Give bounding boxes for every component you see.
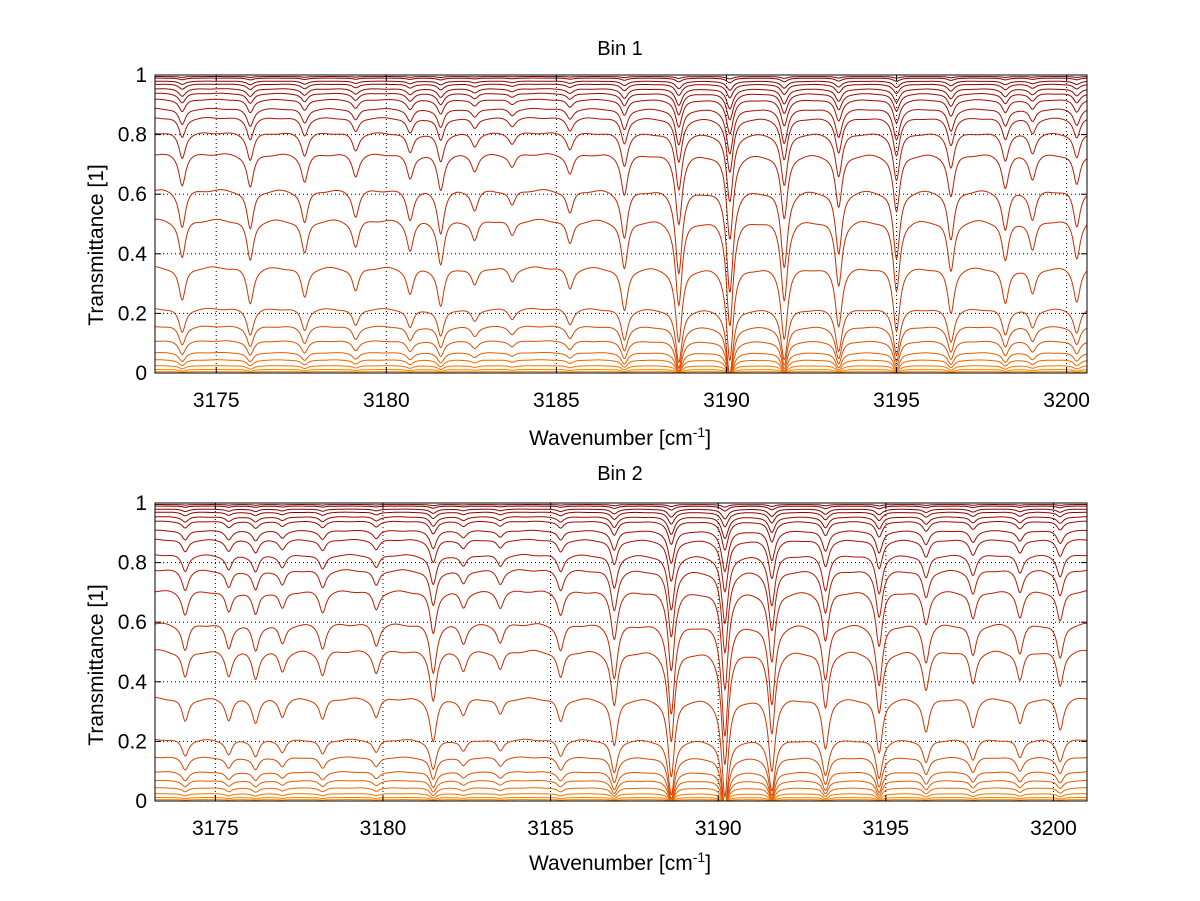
transmittance-curves xyxy=(154,504,1088,802)
transmittance-series-line xyxy=(154,538,1087,593)
transmittance-series-line xyxy=(155,359,1088,374)
x-tick-label: 3200 xyxy=(1043,389,1090,412)
x-tick-label: 3180 xyxy=(363,389,410,412)
transmittance-series-line xyxy=(154,132,1088,202)
transmittance-series-line xyxy=(154,756,1088,802)
transmittance-series-line xyxy=(154,92,1088,121)
transmittance-series-line xyxy=(155,505,1087,512)
y-axis-label: Transmittance [1] xyxy=(85,164,108,325)
transmittance-series-line xyxy=(155,520,1087,551)
transmittance-series-line xyxy=(155,779,1087,802)
chart-title: Bin 1 xyxy=(597,38,643,60)
transmittance-series-line xyxy=(154,649,1088,765)
transmittance-series-line xyxy=(154,738,1087,802)
transmittance-series-line xyxy=(155,340,1088,374)
transmittance-series-line xyxy=(155,516,1088,540)
x-tick-label: 3175 xyxy=(192,817,239,840)
y-tick-label: 0.4 xyxy=(118,671,148,694)
x-tick-label: 3180 xyxy=(360,817,407,840)
transmittance-series-line xyxy=(154,325,1088,374)
y-tick-label: 0.2 xyxy=(118,730,147,753)
transmittance-series-line xyxy=(155,371,1087,374)
transmittance-series-line xyxy=(155,107,1088,154)
y-tick-label: 0.6 xyxy=(118,611,147,634)
bin-1-panel: Bin 1 3175 3180 3185 3190 3195 3200 0 0.2 0.4 0.6… xyxy=(85,38,1090,450)
transmittance-series-line xyxy=(154,569,1088,655)
x-tick-label: 3195 xyxy=(873,389,920,412)
transmittance-series-line xyxy=(155,529,1087,573)
x-tick-label: 3185 xyxy=(533,389,580,412)
transmittance-series-line xyxy=(155,799,1087,802)
transmittance-series-line xyxy=(155,80,1087,91)
x-tick-label: 3190 xyxy=(703,389,750,412)
transmittance-curves xyxy=(154,76,1088,374)
transmittance-series-line xyxy=(154,554,1088,625)
transmittance-series-line xyxy=(155,797,1087,802)
y-tick-label: 0 xyxy=(135,790,147,813)
y-axis-label: Transmittance [1] xyxy=(85,584,108,745)
transmittance-series-line xyxy=(155,511,1087,528)
chart-title: Bin 2 xyxy=(597,463,643,485)
transmittance-series-line xyxy=(155,98,1088,135)
transmittance-series-line xyxy=(154,117,1088,173)
transmittance-series-line xyxy=(155,504,1087,508)
transmittance-series-line xyxy=(154,266,1088,361)
transmittance-series-line xyxy=(154,696,1088,799)
y-tick-label: 0 xyxy=(135,362,147,385)
transmittance-series-line xyxy=(155,218,1088,326)
y-tick-label: 0.6 xyxy=(118,183,147,206)
x-tick-label: 3195 xyxy=(862,817,909,840)
x-axis-label: Wavenumber [cm-1] xyxy=(529,424,711,450)
axes-box xyxy=(154,74,1088,374)
x-tick-label: 3200 xyxy=(1030,817,1077,840)
transmittance-series-line xyxy=(154,189,1088,293)
x-tick-label: 3185 xyxy=(527,817,574,840)
transmittance-series-line xyxy=(155,369,1087,374)
transmittance-series-line xyxy=(155,76,1088,80)
transmittance-series-line xyxy=(155,365,1088,374)
transmittance-series-line xyxy=(155,153,1088,240)
transmittance-series-line xyxy=(154,88,1088,110)
axis-ticks: 3175 3180 3185 3190 3195 3200 0 0.2 0.4 0.6 0.8 1 xyxy=(118,492,1087,840)
transmittance-series-line xyxy=(154,307,1088,374)
y-tick-label: 0.8 xyxy=(118,124,147,147)
y-tick-label: 1 xyxy=(135,64,147,87)
transmittance-series-line xyxy=(155,508,1087,520)
transmittance-series-line xyxy=(155,77,1088,84)
transmittance-series-line xyxy=(155,352,1088,374)
bin-2-panel: Bin 2 3175 3180 3185 3190 3195 3200 0 0.2 0.4 0.6… xyxy=(85,463,1088,875)
transmittance-series-line xyxy=(155,590,1088,692)
transmittance-series-line xyxy=(155,793,1088,802)
x-axis-label: Wavenumber [cm-1] xyxy=(529,849,711,875)
transmittance-series-line xyxy=(155,83,1088,99)
y-tick-label: 1 xyxy=(135,492,147,515)
y-tick-label: 0.2 xyxy=(118,302,147,325)
axes-box xyxy=(154,502,1088,802)
transmittance-series-line xyxy=(155,771,1088,802)
transmittance-series-line xyxy=(154,622,1088,737)
y-tick-label: 0.8 xyxy=(118,552,147,575)
x-tick-label: 3190 xyxy=(695,817,742,840)
transmittance-series-line xyxy=(155,787,1087,802)
y-tick-label: 0.4 xyxy=(118,243,148,266)
axis-ticks: 3175 3180 3185 3190 3195 3200 0 0.2 0.4 0.6 0.8 1 xyxy=(118,64,1090,412)
x-tick-label: 3175 xyxy=(193,389,240,412)
